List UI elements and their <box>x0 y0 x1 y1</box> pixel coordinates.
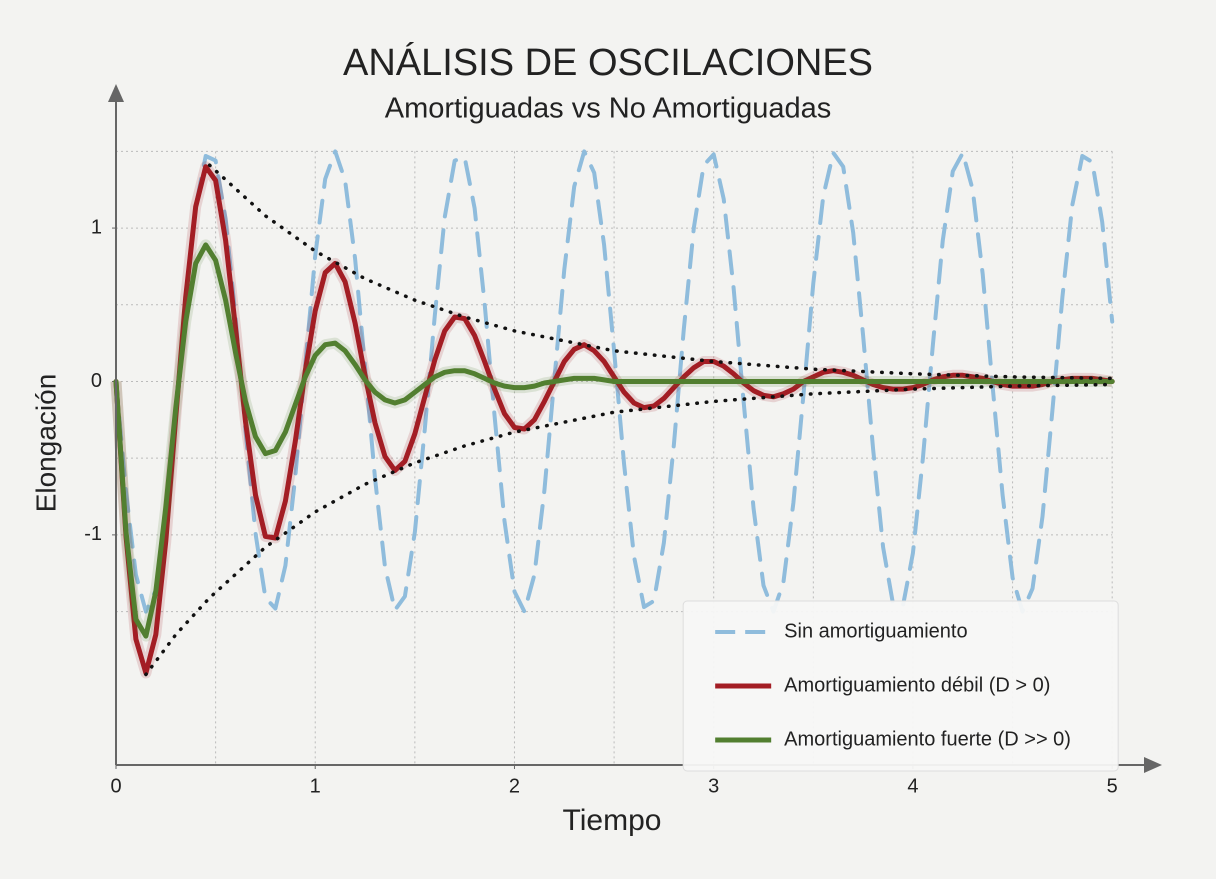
plot-area <box>110 149 1115 679</box>
y-tick-label: 1 <box>91 216 102 238</box>
x-tick-label: 4 <box>907 775 918 797</box>
legend-box <box>682 600 1119 772</box>
x-axis-label: Tiempo <box>563 804 662 837</box>
y-tick-label: 0 <box>91 370 102 392</box>
chart-subtitle: Amortiguadas vs No Amortiguadas <box>385 93 832 125</box>
legend-label: Amortiguamiento fuerte (D >> 0) <box>784 728 1071 750</box>
x-tick-label: 1 <box>310 775 321 797</box>
y-tick-label: -1 <box>84 523 102 545</box>
legend-label: Amortiguamiento débil (D > 0) <box>784 674 1050 696</box>
series-line <box>113 242 1115 639</box>
series-line <box>113 164 1115 676</box>
y-axis-label: Elongación <box>30 374 61 513</box>
x-tick-label: 0 <box>110 775 121 797</box>
envelope-line <box>144 382 1114 677</box>
legend: Sin amortiguamiento Amortiguamiento débil… <box>682 600 1119 772</box>
chart-title: ANÁLISIS DE OSCILACIONES <box>343 41 873 84</box>
legend-label: Sin amortiguamiento <box>784 620 967 642</box>
envelope-line <box>207 163 1114 381</box>
x-axis-arrow <box>1144 757 1162 773</box>
series-line <box>114 149 1115 614</box>
x-tick-label: 3 <box>708 775 719 797</box>
x-tick-label: 2 <box>509 775 520 797</box>
x-tick-label: 5 <box>1107 775 1118 797</box>
y-axis-arrow <box>108 84 124 102</box>
